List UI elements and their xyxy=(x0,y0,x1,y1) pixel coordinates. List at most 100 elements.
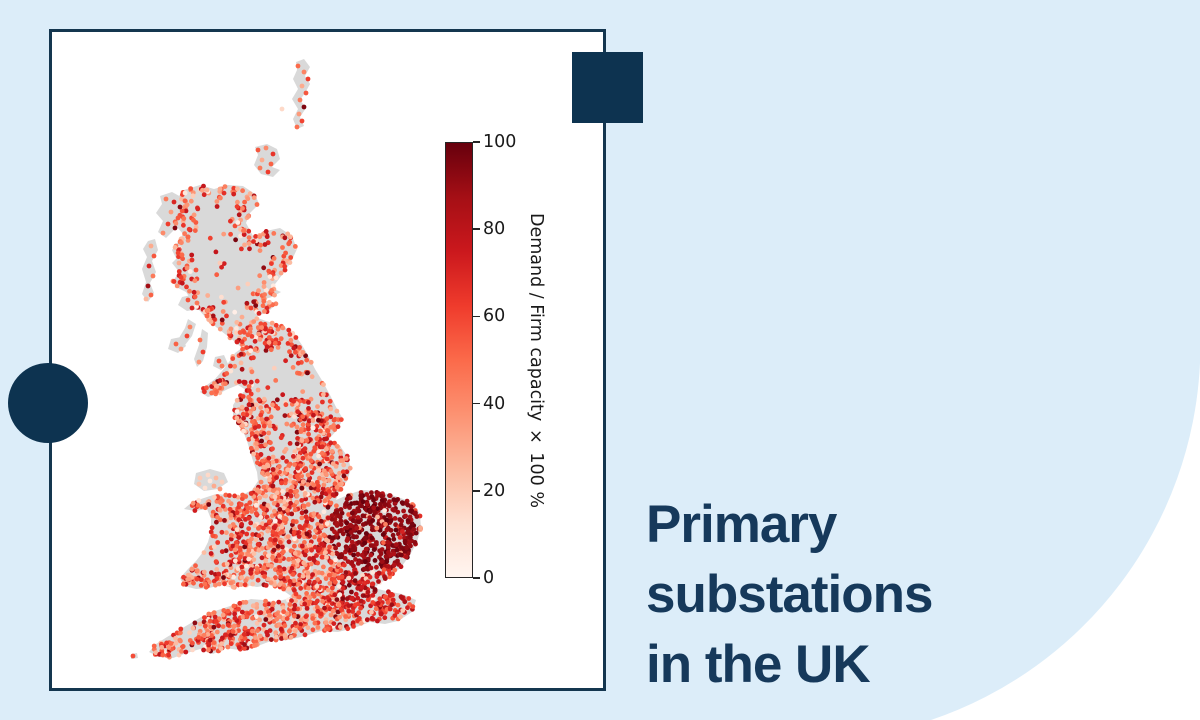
substation-dot xyxy=(282,267,288,273)
substation-dot xyxy=(257,337,263,342)
substation-dot xyxy=(299,543,305,549)
substation-dot xyxy=(367,574,373,580)
substation-dot xyxy=(328,560,334,565)
substation-dot xyxy=(258,452,264,457)
substation-dot xyxy=(251,195,257,201)
substation-dot xyxy=(194,568,200,573)
substation-dot xyxy=(391,562,397,568)
substation-dot xyxy=(310,425,316,431)
substation-dot xyxy=(253,537,259,543)
substation-dot xyxy=(368,552,374,558)
substation-dot xyxy=(185,234,191,240)
substation-dot xyxy=(255,415,261,421)
substation-dot xyxy=(230,629,236,634)
substation-dot xyxy=(318,428,323,434)
substation-dot xyxy=(289,423,295,428)
substation-dot xyxy=(235,199,240,205)
substation-dot xyxy=(264,344,270,350)
substation-dot xyxy=(283,446,289,452)
substation-dot xyxy=(289,484,295,490)
substation-dot xyxy=(186,226,192,232)
substation-dot xyxy=(289,342,294,348)
substation-dot xyxy=(397,535,403,540)
substation-dot xyxy=(288,500,293,506)
substation-dot xyxy=(183,649,189,655)
substation-dot xyxy=(184,202,190,208)
substation-dot xyxy=(250,291,256,297)
substation-dot xyxy=(394,542,399,547)
substation-dot xyxy=(223,381,228,387)
substation-dot xyxy=(239,575,245,580)
colorbar-tick-mark xyxy=(473,315,480,318)
substation-dot xyxy=(213,249,219,255)
substation-dot xyxy=(305,625,311,631)
substation-dot xyxy=(242,582,248,588)
substation-dot xyxy=(337,584,342,589)
substation-dot xyxy=(264,435,270,441)
substation-dot xyxy=(382,508,387,513)
substation-dot xyxy=(222,518,227,523)
substation-dot xyxy=(287,478,293,484)
substation-dot xyxy=(321,564,326,570)
substation-dot xyxy=(232,223,238,229)
substation-dot xyxy=(197,475,203,481)
substation-dot xyxy=(222,184,228,190)
substation-dot xyxy=(344,496,350,502)
substation-dot xyxy=(360,522,366,527)
substation-dot xyxy=(389,602,395,608)
substation-dot xyxy=(292,550,298,556)
substation-dot xyxy=(204,313,210,319)
substation-dot xyxy=(306,418,312,424)
substation-dot xyxy=(346,582,352,588)
substation-dot xyxy=(286,463,292,469)
substation-dot xyxy=(292,602,298,608)
substation-dot xyxy=(405,605,410,611)
substation-dot xyxy=(201,192,207,198)
substation-dot xyxy=(270,151,276,157)
substation-dot xyxy=(391,551,397,557)
substation-dot xyxy=(231,603,237,609)
substation-dot xyxy=(241,428,246,434)
substation-dot xyxy=(352,578,358,583)
substation-dot xyxy=(221,231,227,237)
substation-dot xyxy=(178,626,184,632)
substation-dot xyxy=(246,228,252,234)
substation-dot xyxy=(307,542,313,548)
substation-dot xyxy=(329,455,335,460)
substation-dot xyxy=(240,614,246,620)
substation-dot xyxy=(243,599,249,605)
substation-dot xyxy=(271,501,277,506)
substation-dot xyxy=(281,586,286,592)
substation-dot xyxy=(250,419,255,424)
substation-dot xyxy=(252,425,258,430)
substation-dot xyxy=(248,348,254,354)
substation-dot xyxy=(354,525,360,531)
substation-dot xyxy=(286,241,292,247)
substation-dot xyxy=(349,523,354,529)
substation-dot xyxy=(172,245,178,250)
substation-dot xyxy=(217,326,223,332)
substation-dot xyxy=(342,556,348,561)
substation-dot xyxy=(292,526,297,532)
colorbar-tick-mark xyxy=(473,490,480,492)
substation-dot xyxy=(278,336,284,341)
substation-dot xyxy=(237,600,243,606)
substation-dot xyxy=(201,183,206,189)
substation-dot xyxy=(181,581,186,587)
substation-dot xyxy=(300,350,306,355)
substation-dot xyxy=(332,579,338,585)
substation-dot xyxy=(221,190,227,196)
substation-dot xyxy=(263,583,269,588)
substation-dot xyxy=(320,444,325,450)
substation-dot xyxy=(248,326,253,332)
substation-dot xyxy=(325,595,330,600)
substation-dot xyxy=(317,475,322,481)
substation-dot xyxy=(379,547,385,552)
substation-dot xyxy=(228,231,234,237)
substation-dot xyxy=(255,147,261,153)
colorbar-tick-label: 0 xyxy=(483,568,495,588)
substation-dot xyxy=(251,551,257,557)
substation-dot xyxy=(309,374,315,380)
substation-dot xyxy=(244,300,250,306)
substation-dot xyxy=(273,322,279,328)
